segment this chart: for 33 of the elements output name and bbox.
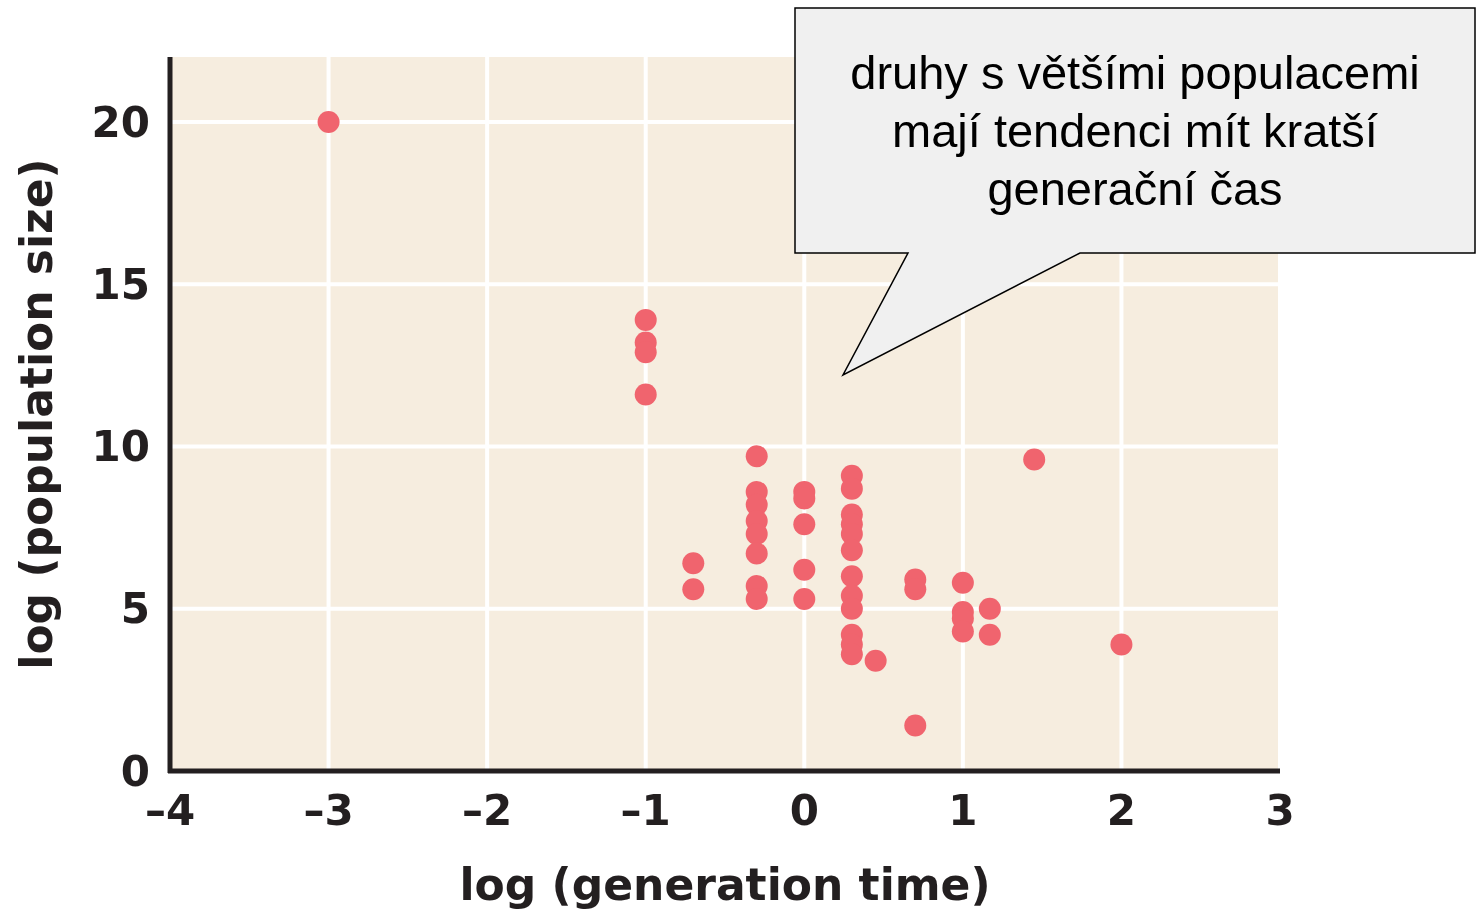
y-tick-label: 10 xyxy=(91,422,150,472)
y-tick-label: 5 xyxy=(120,584,150,634)
point xyxy=(1023,448,1046,471)
point xyxy=(1110,633,1133,656)
point xyxy=(682,552,705,575)
x-tick-label: –3 xyxy=(303,786,354,835)
x-tick-label: 0 xyxy=(789,786,819,835)
point xyxy=(634,383,657,406)
point xyxy=(864,649,887,672)
point xyxy=(317,110,340,133)
x-tick-label: 2 xyxy=(1106,786,1137,835)
y-tick-label: 20 xyxy=(91,97,150,147)
point xyxy=(840,539,863,562)
y-tick-label: 15 xyxy=(91,259,150,309)
x-tick-label: –1 xyxy=(620,786,671,835)
point xyxy=(951,571,974,594)
point xyxy=(793,513,816,536)
point xyxy=(840,565,863,588)
point xyxy=(904,714,927,737)
point xyxy=(978,623,1001,646)
y-axis-title: log (population size) xyxy=(11,158,62,670)
x-tick-label: 1 xyxy=(948,786,978,835)
point xyxy=(634,308,657,331)
point xyxy=(978,597,1001,620)
point xyxy=(793,558,816,581)
x-axis-title: log (generation time) xyxy=(459,859,991,910)
point xyxy=(793,587,816,610)
x-tick-label: –2 xyxy=(462,786,513,835)
point xyxy=(745,445,768,468)
point xyxy=(682,578,705,601)
annotation: druhy s většími populacemi mají tendenci mít kratší generační čas xyxy=(849,45,1421,217)
point xyxy=(745,542,768,565)
x-tick-label: 3 xyxy=(1265,786,1295,835)
